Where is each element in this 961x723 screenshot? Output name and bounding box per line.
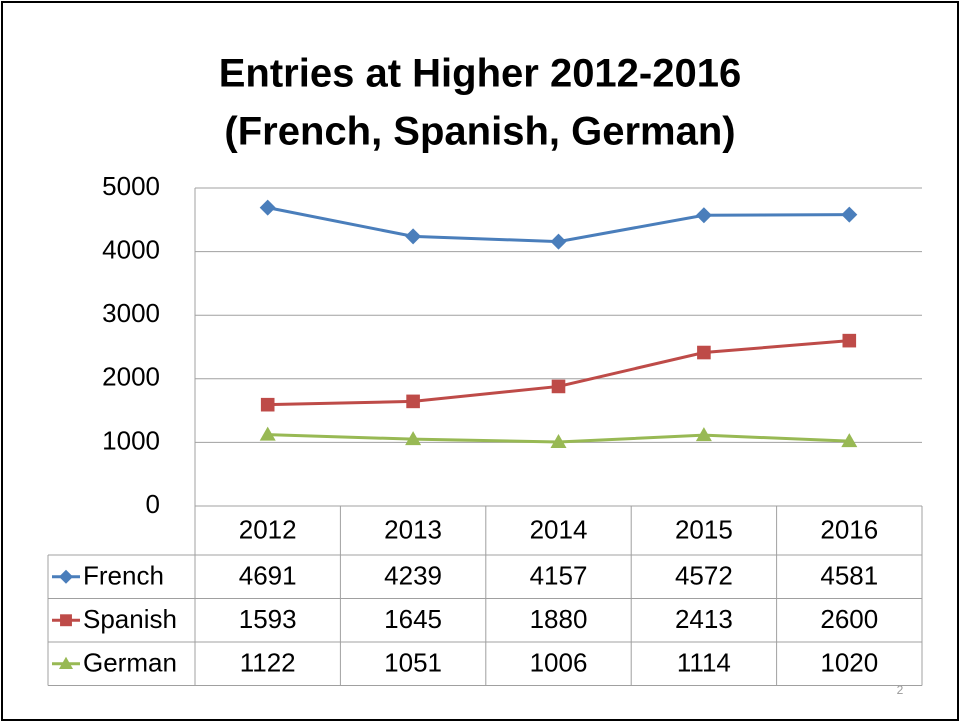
x-tick-label: 2016 — [820, 514, 878, 544]
table-cell: 1114 — [677, 648, 731, 678]
table-cell: 4691 — [239, 561, 297, 591]
y-tick-label: 4000 — [102, 234, 160, 264]
page-number: 2 — [897, 683, 904, 697]
table-cell: 4239 — [384, 561, 442, 591]
marker — [259, 426, 276, 441]
marker — [550, 233, 567, 250]
marker — [841, 206, 858, 223]
marker — [405, 228, 422, 245]
marker — [259, 199, 276, 216]
legend-marker — [60, 614, 72, 627]
legend-marker — [59, 656, 73, 669]
table-cell: 1020 — [820, 648, 878, 678]
x-tick-label: 2014 — [530, 514, 588, 544]
y-tick-label: 3000 — [102, 298, 160, 328]
marker — [551, 379, 566, 394]
table-cell: 4572 — [675, 561, 733, 591]
marker — [405, 431, 422, 446]
marker — [697, 345, 711, 360]
table-cell: 2600 — [820, 604, 878, 634]
marker — [695, 207, 712, 224]
chart-title: Entries at Higher 2012-2016 — [219, 52, 741, 96]
x-tick-label: 2012 — [239, 514, 297, 544]
table-cell: 2413 — [675, 604, 733, 634]
legend-marker — [59, 569, 73, 584]
y-tick-label: 0 — [146, 489, 160, 519]
marker — [550, 434, 567, 449]
table-cell: 4581 — [820, 561, 878, 591]
table-cell: 1593 — [239, 604, 297, 634]
marker — [406, 394, 420, 409]
y-tick-label: 2000 — [102, 362, 160, 392]
marker — [695, 427, 712, 442]
legend-label: German — [83, 648, 177, 678]
marker — [260, 397, 275, 412]
chart-title: (French, Spanish, German) — [224, 110, 735, 154]
marker — [841, 433, 858, 448]
legend-label: French — [83, 561, 164, 591]
legend-label: Spanish — [83, 604, 177, 634]
table-cell: 1006 — [530, 648, 588, 678]
table-cell: 1645 — [384, 604, 442, 634]
table-cell: 4157 — [530, 561, 588, 591]
marker — [842, 333, 857, 348]
y-tick-label: 5000 — [102, 171, 160, 201]
y-tick-label: 1000 — [102, 425, 160, 455]
table-cell: 1051 — [384, 648, 442, 678]
table-cell: 1122 — [240, 648, 296, 678]
table-cell: 1880 — [530, 604, 588, 634]
x-tick-label: 2015 — [675, 514, 733, 544]
x-tick-label: 2013 — [384, 514, 442, 544]
